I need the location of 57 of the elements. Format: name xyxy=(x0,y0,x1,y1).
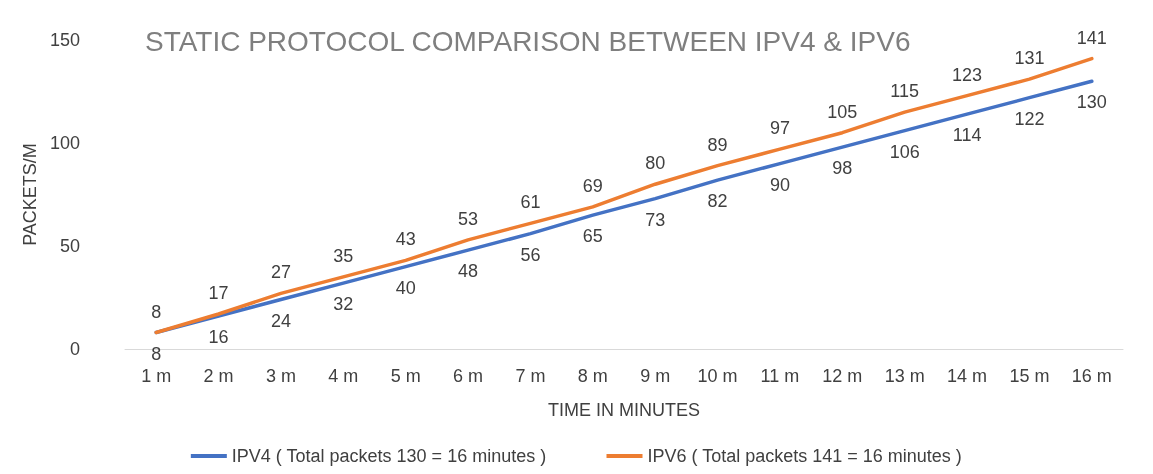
x-tick-label: 12 m xyxy=(822,366,863,386)
x-tick-label: 10 m xyxy=(697,366,738,386)
x-tick-label: 15 m xyxy=(1009,366,1050,386)
data-label: 53 xyxy=(458,208,479,229)
data-label: 32 xyxy=(333,294,354,315)
x-tick-label: 4 m xyxy=(328,366,359,386)
y-axis-title: PACKETS/M xyxy=(20,143,41,246)
x-tick-label: 13 m xyxy=(884,366,925,386)
data-label: 35 xyxy=(333,245,354,266)
data-label: 80 xyxy=(645,153,666,174)
data-label: 123 xyxy=(952,64,983,85)
data-label: 56 xyxy=(520,244,541,265)
x-tick-label: 11 m xyxy=(760,366,800,386)
x-tick-label: 9 m xyxy=(640,366,671,386)
data-label: 48 xyxy=(458,261,479,282)
data-label: 89 xyxy=(707,134,728,155)
data-label: 105 xyxy=(827,101,858,122)
data-label: 122 xyxy=(1014,108,1045,129)
data-label: 24 xyxy=(270,310,291,331)
data-label: 106 xyxy=(889,141,920,162)
data-label: 114 xyxy=(952,125,982,146)
data-label: 17 xyxy=(208,282,229,303)
data-label: 90 xyxy=(769,174,790,195)
data-label: 27 xyxy=(270,262,291,283)
y-tick-label: 100 xyxy=(49,133,80,153)
legend-label: IPV4 ( Total packets 130 = 16 minutes ) xyxy=(231,446,547,466)
x-tick-label: 16 m xyxy=(1071,366,1112,386)
data-label: 69 xyxy=(582,175,603,196)
data-label: 16 xyxy=(208,327,229,348)
data-label: 40 xyxy=(395,277,416,298)
data-label: 130 xyxy=(1076,92,1107,113)
x-tick-label: 1 m xyxy=(141,366,172,386)
y-tick-label: 0 xyxy=(69,339,80,359)
data-label: 98 xyxy=(832,158,853,179)
x-tick-label: 3 m xyxy=(265,366,296,386)
x-tick-label: 2 m xyxy=(203,366,234,386)
y-tick-label: 50 xyxy=(59,236,80,256)
x-tick-label: 6 m xyxy=(453,366,484,386)
data-label: 141 xyxy=(1076,27,1107,48)
chart-title: STATIC PROTOCOL COMPARISON BETWEEN IPV4 & IPV6 xyxy=(145,25,911,57)
legend-label: IPV6 ( Total packets 141 = 16 minutes ) xyxy=(647,446,962,466)
data-label: 131 xyxy=(1014,48,1045,69)
x-tick-label: 14 m xyxy=(947,366,988,386)
y-tick-label: 150 xyxy=(49,30,80,50)
data-label: 61 xyxy=(520,192,541,213)
data-label: 65 xyxy=(582,226,603,247)
x-tick-label: 5 m xyxy=(390,366,421,386)
data-label: 97 xyxy=(769,118,790,139)
data-label: 43 xyxy=(395,229,416,250)
data-label: 73 xyxy=(645,209,666,230)
data-label: 8 xyxy=(151,343,162,364)
x-tick-label: 7 m xyxy=(515,366,546,386)
data-label: 82 xyxy=(707,191,728,212)
x-axis-title: TIME IN MINUTES xyxy=(548,400,700,420)
data-label: 8 xyxy=(151,301,162,322)
x-tick-label: 8 m xyxy=(577,366,608,386)
data-label: 115 xyxy=(890,81,920,102)
